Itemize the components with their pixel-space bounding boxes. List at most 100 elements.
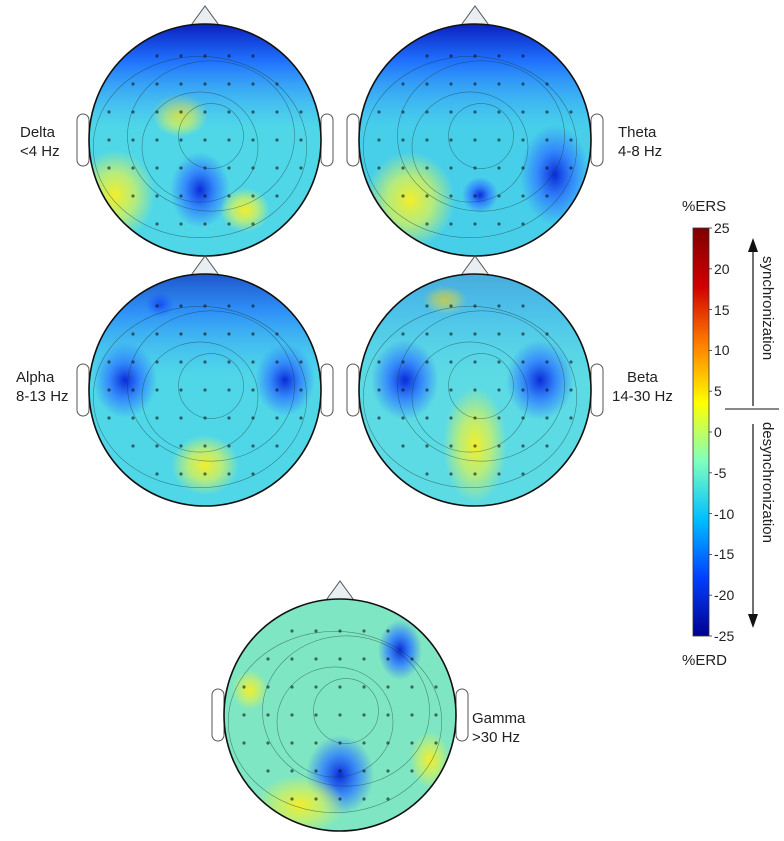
electrode-marker (290, 713, 294, 717)
electrode-marker (275, 194, 279, 198)
electrode-marker (521, 304, 525, 308)
electrode-marker (425, 472, 429, 476)
electrode-marker (227, 222, 231, 226)
alpha-name: Alpha (16, 369, 55, 386)
electrode-marker (401, 194, 405, 198)
electrode-marker (362, 629, 366, 633)
electrode-marker (155, 388, 159, 392)
electrode-marker (290, 741, 294, 745)
electrode-marker (338, 629, 342, 633)
electrode-marker (473, 332, 477, 336)
electrode-marker (434, 685, 438, 689)
electrode-marker (545, 360, 549, 364)
electrode-marker (266, 657, 270, 661)
contour-line (411, 341, 529, 453)
electrode-marker (203, 82, 207, 86)
electrode-marker (107, 416, 111, 420)
electrode-marker (179, 194, 183, 198)
electrode-marker (473, 110, 477, 114)
electrode-marker (275, 138, 279, 142)
ear-shape (455, 688, 469, 742)
electrode-marker (242, 741, 246, 745)
electrode-marker (401, 360, 405, 364)
electrode-marker (569, 360, 573, 364)
electrode-marker (521, 222, 525, 226)
electrode-marker (521, 360, 525, 364)
contour-line (313, 678, 379, 744)
electrode-marker (362, 741, 366, 745)
electrode-marker (386, 713, 390, 717)
electrode-marker (449, 416, 453, 420)
electrode-marker (425, 444, 429, 448)
electrode-marker (434, 741, 438, 745)
electrode-marker (155, 54, 159, 58)
electrode-marker (227, 360, 231, 364)
electrode-marker (155, 304, 159, 308)
electrode-marker (449, 360, 453, 364)
desynchronization-annotation: desynchronization (759, 422, 776, 543)
electrode-marker (449, 166, 453, 170)
electrode-marker (401, 332, 405, 336)
electrode-marker (107, 138, 111, 142)
electrode-marker (251, 360, 255, 364)
electrode-marker (203, 110, 207, 114)
electrode-marker (227, 166, 231, 170)
electrode-marker (227, 388, 231, 392)
contour-line (141, 341, 259, 453)
electrode-marker (338, 797, 342, 801)
electrode-marker (497, 416, 501, 420)
delta-range: <4 Hz (20, 143, 60, 160)
electrode-marker (275, 166, 279, 170)
electrode-marker (203, 360, 207, 364)
electrode-marker (203, 332, 207, 336)
electrode-marker (521, 416, 525, 420)
electrode-marker (338, 741, 342, 745)
electrode-marker (314, 657, 318, 661)
electrode-marker (203, 304, 207, 308)
activity-region (220, 188, 270, 232)
electrode-marker (521, 332, 525, 336)
electrode-marker (179, 54, 183, 58)
contour-line (448, 353, 514, 419)
electrode-marker (386, 629, 390, 633)
electrode-marker (473, 222, 477, 226)
activity-region (171, 435, 239, 495)
contour-line (92, 305, 308, 489)
electrode-marker (107, 388, 111, 392)
electrode-marker (251, 222, 255, 226)
electrode-marker (251, 194, 255, 198)
electrode-marker (266, 713, 270, 717)
electrode-marker (227, 138, 231, 142)
electrode-marker (242, 685, 246, 689)
ear-shape (320, 363, 334, 417)
electrode-marker (545, 138, 549, 142)
beta-label: Beta 14-30 Hz (612, 368, 673, 406)
arrow-up-icon (748, 238, 758, 252)
electrode-marker (410, 741, 414, 745)
electrode-marker (131, 444, 135, 448)
contour-line (262, 635, 430, 787)
electrode-marker (227, 54, 231, 58)
electrode-marker (203, 416, 207, 420)
electrode-marker (497, 222, 501, 226)
electrode-marker (473, 138, 477, 142)
electrode-marker (545, 444, 549, 448)
head-outline (223, 598, 457, 832)
electrode-marker (275, 332, 279, 336)
electrode-marker (545, 166, 549, 170)
ear-shape (320, 113, 334, 167)
electrode-marker (386, 769, 390, 773)
electrode-marker (386, 797, 390, 801)
colorbar-top-label: %ERS (682, 198, 727, 215)
beta-name: Beta (627, 369, 658, 386)
electrode-marker (251, 304, 255, 308)
electrode-marker (425, 54, 429, 58)
electrode-marker (227, 332, 231, 336)
colorbar-tick: -10 (714, 505, 735, 522)
electrode-marker (401, 388, 405, 392)
electrode-marker (545, 194, 549, 198)
electrode-marker (131, 138, 135, 142)
electrode-marker (521, 472, 525, 476)
delta-label: Delta <4 Hz (20, 123, 60, 161)
